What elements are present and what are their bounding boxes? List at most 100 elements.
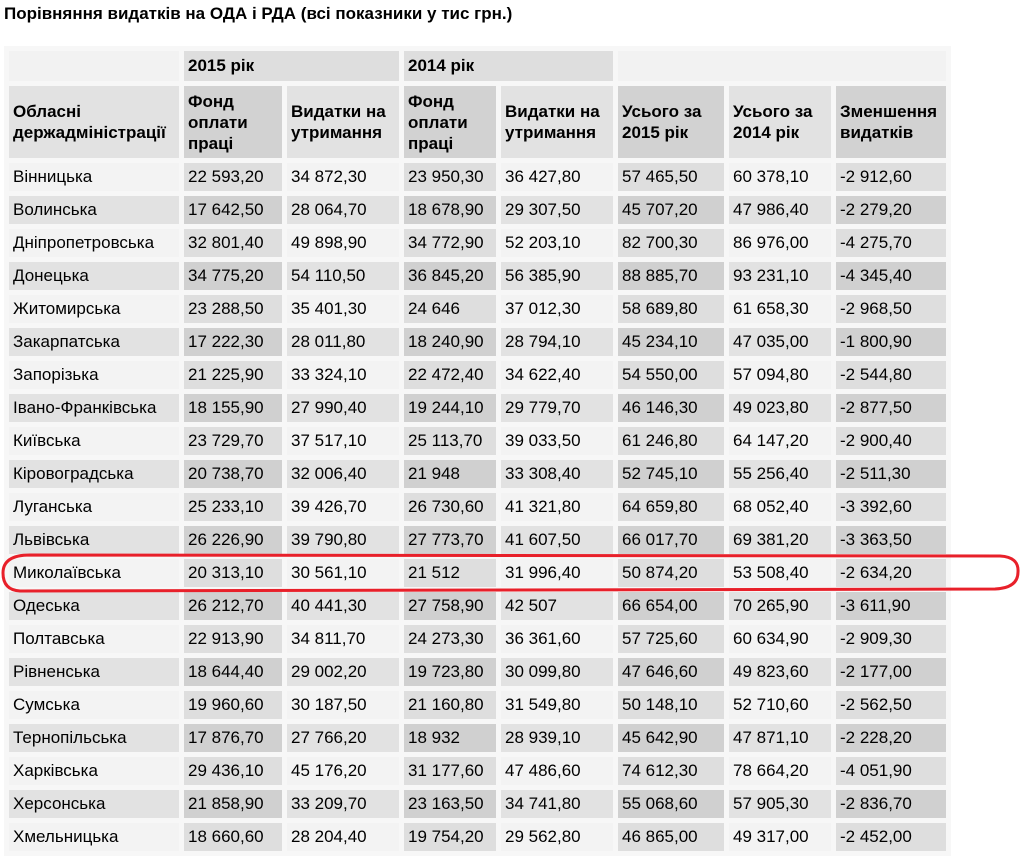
cell-maintenance-2014: 31 996,40 [501, 559, 613, 587]
cell-region: Волинська [9, 196, 179, 224]
cell-payroll-2014: 22 472,40 [404, 361, 496, 389]
cell-maintenance-2015: 39 790,80 [287, 526, 399, 554]
table-row: Волинська 17 642,50 28 064,70 18 678,90 29 3… [9, 196, 946, 224]
cell-total-2015: 45 707,20 [618, 196, 724, 224]
cell-total-2015: 50 874,20 [618, 559, 724, 587]
cell-total-2015: 50 148,10 [618, 691, 724, 719]
cell-maintenance-2014: 56 385,90 [501, 262, 613, 290]
cell-maintenance-2014: 30 099,80 [501, 658, 613, 686]
cell-total-2014: 47 035,00 [729, 328, 831, 356]
cell-maintenance-2014: 33 308,40 [501, 460, 613, 488]
cell-total-2014: 49 823,60 [729, 658, 831, 686]
column-header-maintenance-2015: Видатки на утримання [287, 86, 399, 158]
cell-payroll-2015: 29 436,10 [184, 757, 282, 785]
cell-payroll-2014: 24 273,30 [404, 625, 496, 653]
cell-reduction: -2 511,30 [836, 460, 946, 488]
cell-total-2014: 64 147,20 [729, 427, 831, 455]
cell-payroll-2015: 17 642,50 [184, 196, 282, 224]
cell-total-2015: 45 642,90 [618, 724, 724, 752]
table-row: Київська 23 729,70 37 517,10 25 113,70 39 03… [9, 427, 946, 455]
cell-maintenance-2014: 37 012,30 [501, 295, 613, 323]
cell-reduction: -2 228,20 [836, 724, 946, 752]
cell-total-2014: 57 094,80 [729, 361, 831, 389]
cell-payroll-2014: 18 932 [404, 724, 496, 752]
cell-payroll-2014: 23 163,50 [404, 790, 496, 818]
cell-payroll-2014: 21 160,80 [404, 691, 496, 719]
cell-maintenance-2014: 36 427,80 [501, 163, 613, 191]
cell-maintenance-2014: 28 939,10 [501, 724, 613, 752]
cell-total-2015: 74 612,30 [618, 757, 724, 785]
cell-reduction: -2 177,00 [836, 658, 946, 686]
cell-reduction: -2 877,50 [836, 394, 946, 422]
cell-region: Донецька [9, 262, 179, 290]
table-row: Кіровоградська 20 738,70 32 006,40 21 948 33… [9, 460, 946, 488]
table-row: Рівненська 18 644,40 29 002,20 19 723,80 30 … [9, 658, 946, 686]
cell-total-2015: 45 234,10 [618, 328, 724, 356]
cell-reduction: -2 912,60 [836, 163, 946, 191]
cell-reduction: -2 968,50 [836, 295, 946, 323]
cell-payroll-2015: 23 288,50 [184, 295, 282, 323]
cell-payroll-2015: 18 155,90 [184, 394, 282, 422]
comparison-table-container: 2015 рік 2014 рік Обласні держадміністра… [4, 46, 951, 856]
cell-payroll-2014: 18 240,90 [404, 328, 496, 356]
header-group-totals [618, 51, 946, 81]
cell-region: Полтавська [9, 625, 179, 653]
cell-payroll-2015: 32 801,40 [184, 229, 282, 257]
cell-region: Кіровоградська [9, 460, 179, 488]
cell-maintenance-2014: 34 741,80 [501, 790, 613, 818]
cell-total-2015: 66 017,70 [618, 526, 724, 554]
cell-maintenance-2014: 29 779,70 [501, 394, 613, 422]
cell-payroll-2014: 23 950,30 [404, 163, 496, 191]
cell-region: Вінницька [9, 163, 179, 191]
cell-total-2015: 47 646,60 [618, 658, 724, 686]
cell-payroll-2015: 20 738,70 [184, 460, 282, 488]
cell-total-2014: 68 052,40 [729, 493, 831, 521]
table-row: Львівська 26 226,90 39 790,80 27 773,70 41 6… [9, 526, 946, 554]
cell-maintenance-2015: 27 766,20 [287, 724, 399, 752]
cell-total-2014: 57 905,30 [729, 790, 831, 818]
table-row: Сумська 19 960,60 30 187,50 21 160,80 31 549… [9, 691, 946, 719]
cell-total-2015: 61 246,80 [618, 427, 724, 455]
cell-region: Рівненська [9, 658, 179, 686]
cell-reduction: -2 562,50 [836, 691, 946, 719]
cell-maintenance-2015: 32 006,40 [287, 460, 399, 488]
cell-total-2014: 60 378,10 [729, 163, 831, 191]
cell-maintenance-2015: 28 064,70 [287, 196, 399, 224]
table-row: Херсонська 21 858,90 33 209,70 23 163,50 34 … [9, 790, 946, 818]
cell-payroll-2014: 34 772,90 [404, 229, 496, 257]
cell-maintenance-2014: 28 794,10 [501, 328, 613, 356]
cell-maintenance-2015: 40 441,30 [287, 592, 399, 620]
cell-maintenance-2014: 36 361,60 [501, 625, 613, 653]
cell-total-2014: 78 664,20 [729, 757, 831, 785]
cell-payroll-2015: 23 729,70 [184, 427, 282, 455]
cell-maintenance-2015: 54 110,50 [287, 262, 399, 290]
cell-total-2015: 54 550,00 [618, 361, 724, 389]
cell-total-2015: 46 146,30 [618, 394, 724, 422]
cell-maintenance-2014: 29 562,80 [501, 823, 613, 851]
cell-reduction: -4 275,70 [836, 229, 946, 257]
cell-total-2014: 55 256,40 [729, 460, 831, 488]
table-row: Харківська 29 436,10 45 176,20 31 177,60 47 … [9, 757, 946, 785]
cell-payroll-2014: 18 678,90 [404, 196, 496, 224]
cell-maintenance-2014: 52 203,10 [501, 229, 613, 257]
cell-maintenance-2014: 42 507 [501, 592, 613, 620]
cell-region: Луганська [9, 493, 179, 521]
cell-total-2015: 82 700,30 [618, 229, 724, 257]
table-row: Тернопільська 17 876,70 27 766,20 18 932 28 … [9, 724, 946, 752]
cell-maintenance-2015: 49 898,90 [287, 229, 399, 257]
cell-payroll-2015: 18 660,60 [184, 823, 282, 851]
column-header-region: Обласні держадміністрації [9, 86, 179, 158]
cell-total-2014: 69 381,20 [729, 526, 831, 554]
table-row: Житомирська 23 288,50 35 401,30 24 646 37 01… [9, 295, 946, 323]
cell-maintenance-2015: 39 426,70 [287, 493, 399, 521]
cell-maintenance-2015: 34 811,70 [287, 625, 399, 653]
cell-maintenance-2014: 31 549,80 [501, 691, 613, 719]
cell-reduction: -4 345,40 [836, 262, 946, 290]
column-header-maintenance-2014: Видатки на утримання [501, 86, 613, 158]
cell-maintenance-2014: 34 622,40 [501, 361, 613, 389]
column-header-reduction: Зменшення видатків [836, 86, 946, 158]
cell-maintenance-2014: 41 321,80 [501, 493, 613, 521]
cell-region: Миколаївська [9, 559, 179, 587]
cell-total-2014: 61 658,30 [729, 295, 831, 323]
header-group-row: 2015 рік 2014 рік [9, 51, 946, 81]
